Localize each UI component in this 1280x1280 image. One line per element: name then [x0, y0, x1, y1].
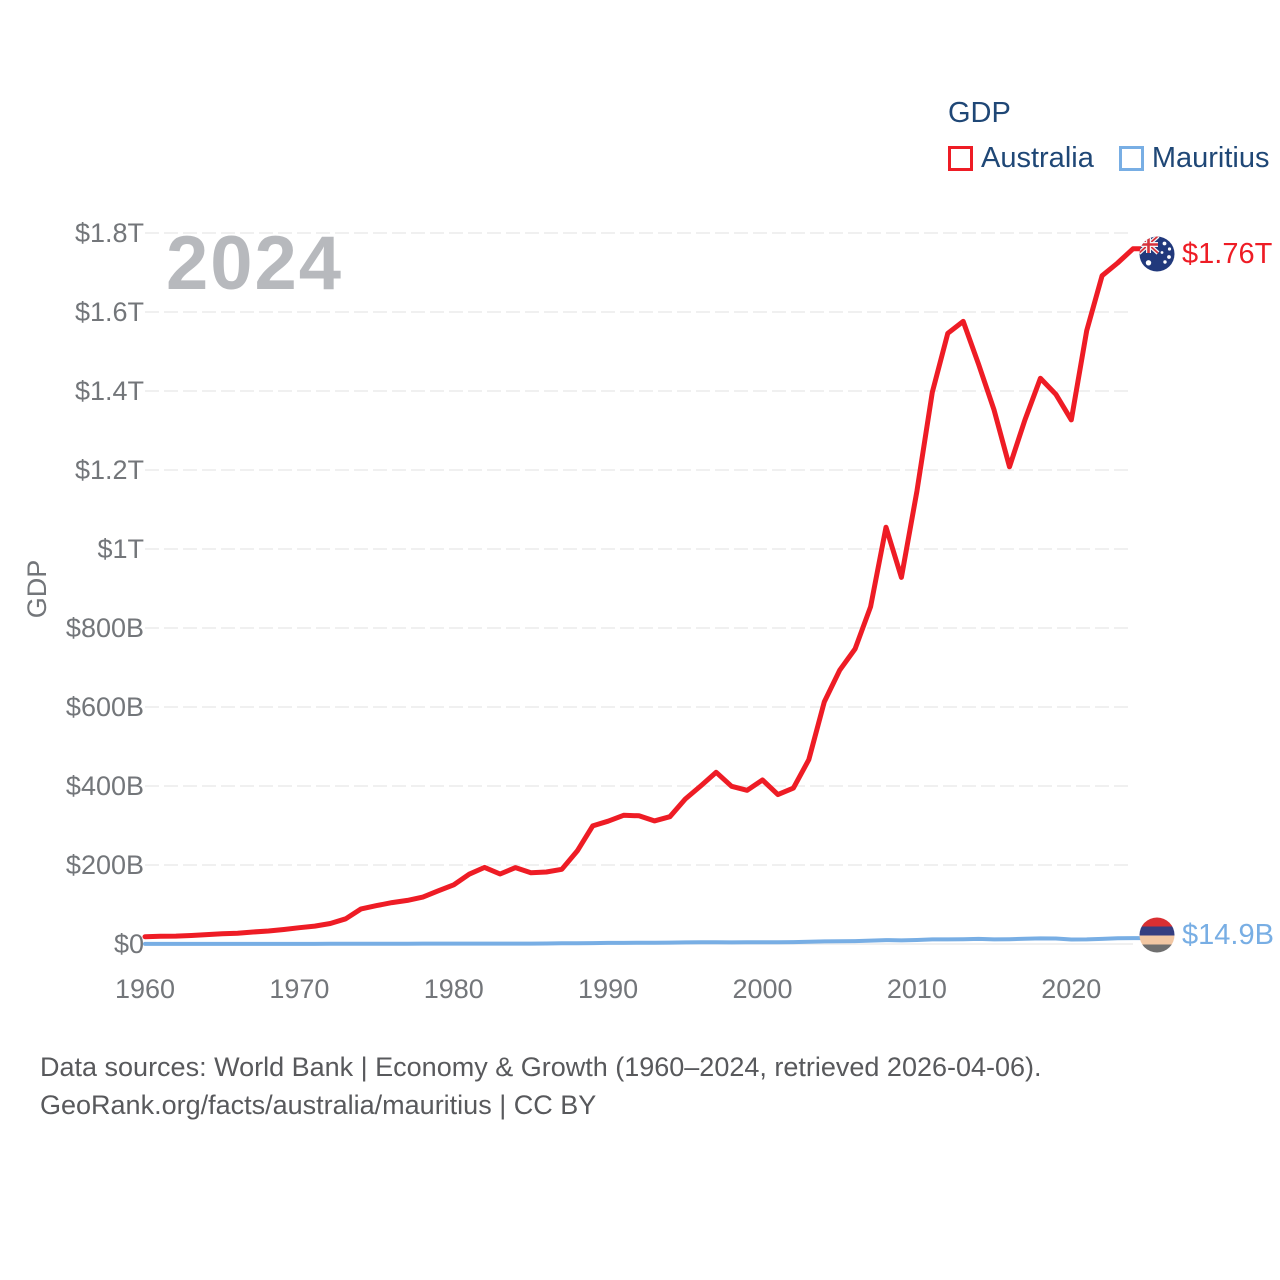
y-tick-label: $1.6T	[75, 297, 144, 327]
y-tick-label: $200B	[66, 850, 144, 880]
x-tick-label: 1970	[269, 974, 329, 1004]
y-axis-title: GDP	[22, 560, 52, 619]
y-tick-label: $1.2T	[75, 455, 144, 485]
x-tick-label: 2010	[887, 974, 947, 1004]
x-tick-label: 1960	[115, 974, 175, 1004]
mauritius-end-value: $14.9B	[1182, 918, 1274, 951]
y-tick-label: $1.8T	[75, 218, 144, 248]
y-tick-label: $600B	[66, 692, 144, 722]
legend-item-australia[interactable]: Australia	[948, 144, 1094, 173]
mauritius-flag-icon	[1139, 917, 1175, 953]
attribution-footer: Data sources: World Bank | Economy & Gro…	[40, 1048, 1042, 1124]
series-line-australia	[142, 246, 1145, 940]
legend-items: Australia Mauritius	[948, 144, 1269, 173]
x-tick-label: 2020	[1041, 974, 1101, 1004]
y-tick-label: $0	[114, 929, 144, 959]
y-tick-label: $800B	[66, 613, 144, 643]
georank-link-line: GeoRank.org/facts/australia/mauritius | …	[40, 1090, 597, 1120]
australia-series-swatch	[948, 146, 973, 171]
legend-title: GDP	[948, 97, 1011, 129]
legend-item-label-mauritius: Mauritius	[1151, 142, 1270, 174]
y-tick-label: $400B	[66, 771, 144, 801]
y-tick-label: $1.4T	[75, 376, 144, 406]
australia-flag-icon	[1139, 236, 1175, 272]
australia-end-value: $1.76T	[1182, 237, 1273, 270]
x-tick-label: 1990	[578, 974, 638, 1004]
x-tick-label: 2000	[732, 974, 792, 1004]
legend-item-mauritius[interactable]: Mauritius	[1118, 142, 1270, 174]
australia-end-label: $1.76T	[1139, 236, 1272, 272]
chart-legend: GDP Australia Mauritius	[948, 99, 1269, 173]
year-watermark: 2024	[166, 221, 344, 306]
x-tick-label: 1980	[424, 974, 484, 1004]
y-tick-label: $1T	[97, 534, 144, 564]
series-line-mauritius	[143, 936, 1144, 946]
mauritius-end-label: $14.9B	[1139, 917, 1274, 953]
legend-item-label-australia: Australia	[981, 142, 1094, 174]
data-sources-line: Data sources: World Bank | Economy & Gro…	[40, 1052, 1042, 1082]
mauritius-series-swatch	[1118, 146, 1144, 171]
